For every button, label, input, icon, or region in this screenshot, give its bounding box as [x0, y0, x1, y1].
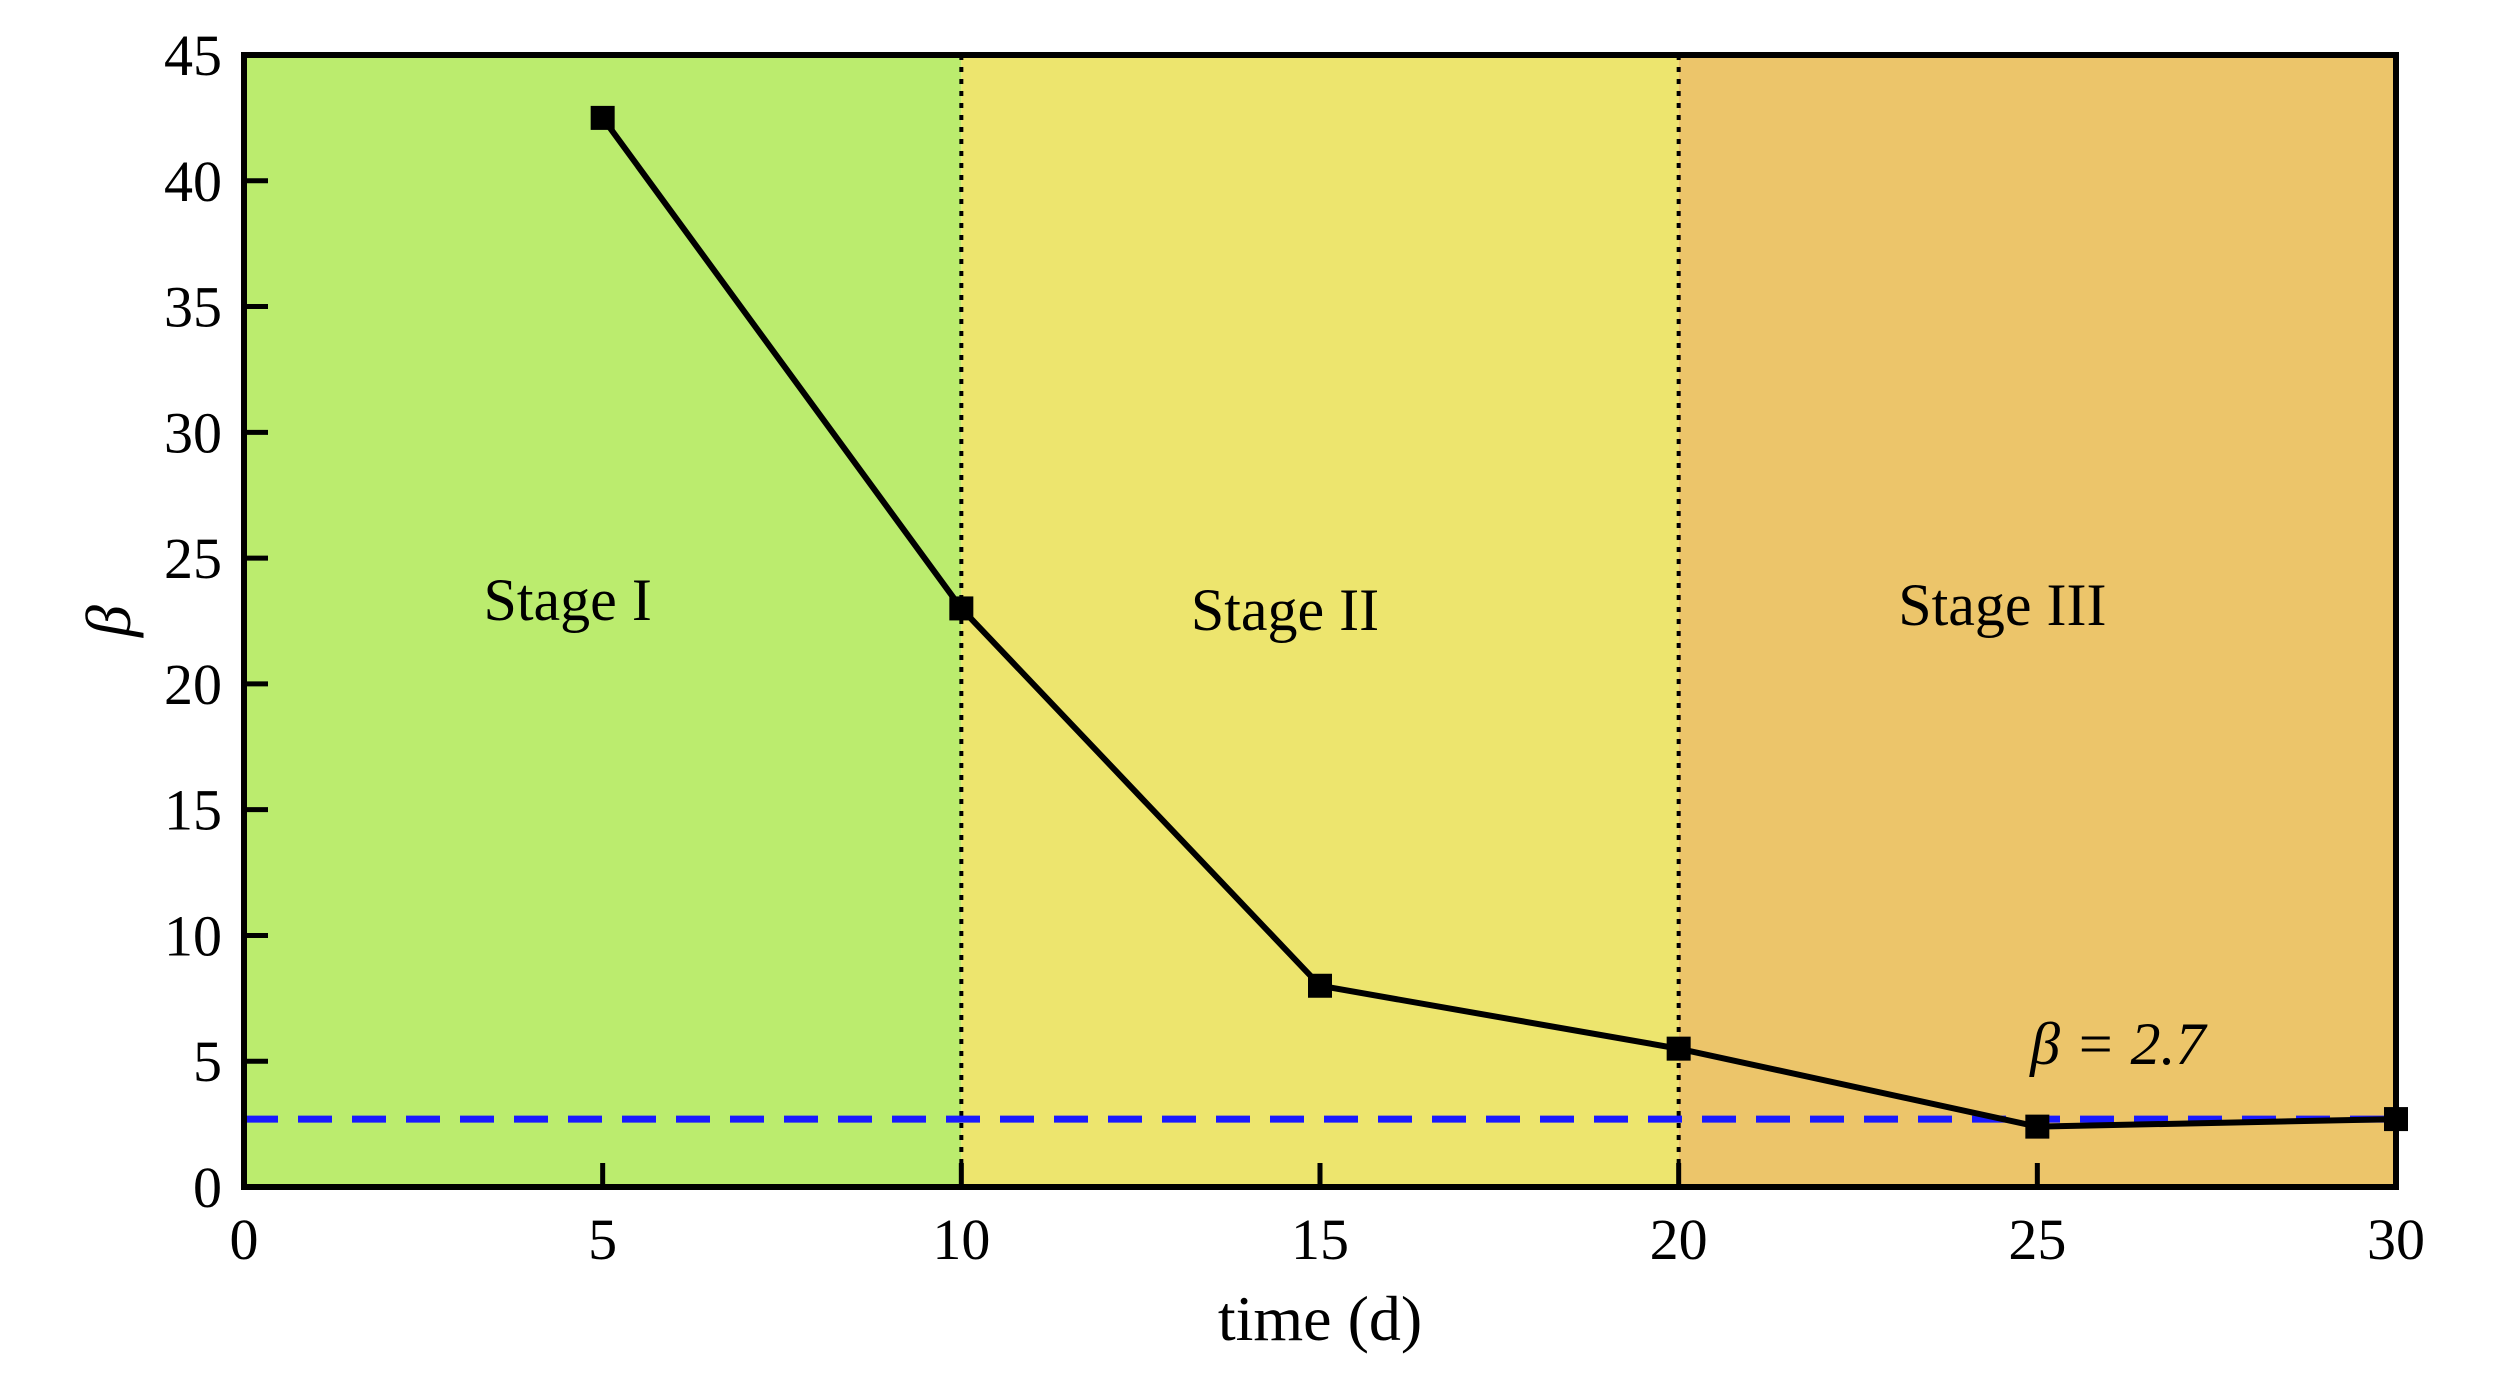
stage-region-3 — [1678, 55, 2396, 1187]
series-line-1 — [600, 116, 2397, 1130]
y-tick-label: 20 — [164, 652, 222, 717]
stage-label-2: Stage II — [1191, 577, 1379, 643]
stage-region-1 — [244, 55, 962, 1187]
stage-labels: Stage I Stage II Stage III — [484, 567, 2107, 643]
series-group — [590, 105, 2408, 1139]
y-tick-label: 45 — [164, 23, 222, 88]
data-point-4 — [1666, 1036, 1691, 1061]
y-axis-title: β — [73, 605, 144, 639]
y-tick-label: 0 — [193, 1155, 222, 1220]
stage-region-2 — [961, 55, 1679, 1187]
stage-label-3: Stage III — [1898, 572, 2106, 638]
x-tick-label: 0 — [230, 1207, 259, 1272]
x-tick-label: 15 — [1291, 1207, 1349, 1272]
y-tick-label: 5 — [193, 1029, 222, 1094]
x-tick-label: 25 — [2008, 1207, 2066, 1272]
reference-line-label: β = 2.7 — [2029, 1011, 2208, 1077]
stage-label-1: Stage I — [484, 567, 652, 633]
y-tick-label: 15 — [164, 778, 222, 843]
y-tick-label: 40 — [164, 149, 222, 214]
x-tick-label: 30 — [2367, 1207, 2425, 1272]
data-point-2 — [949, 596, 974, 621]
x-axis: 0 5 10 15 20 25 30 — [230, 1163, 2425, 1272]
y-tick-label: 10 — [164, 903, 222, 968]
y-tick-label: 25 — [164, 526, 222, 591]
x-axis-title: time (d) — [1218, 1283, 1422, 1354]
stage-regions — [244, 55, 2396, 1187]
data-point-3 — [1308, 973, 1332, 998]
stage-dividers — [959, 55, 1681, 1187]
x-tick-label: 5 — [588, 1207, 617, 1272]
data-point-5 — [2025, 1114, 2050, 1139]
x-tick-label: 20 — [1650, 1207, 1708, 1272]
data-point-1 — [590, 105, 615, 130]
x-tick-label: 10 — [932, 1207, 990, 1272]
y-axis: 0 5 10 15 20 25 30 35 40 45 — [164, 23, 268, 1220]
y-tick-label: 35 — [164, 275, 222, 340]
y-tick-label: 30 — [164, 400, 222, 465]
